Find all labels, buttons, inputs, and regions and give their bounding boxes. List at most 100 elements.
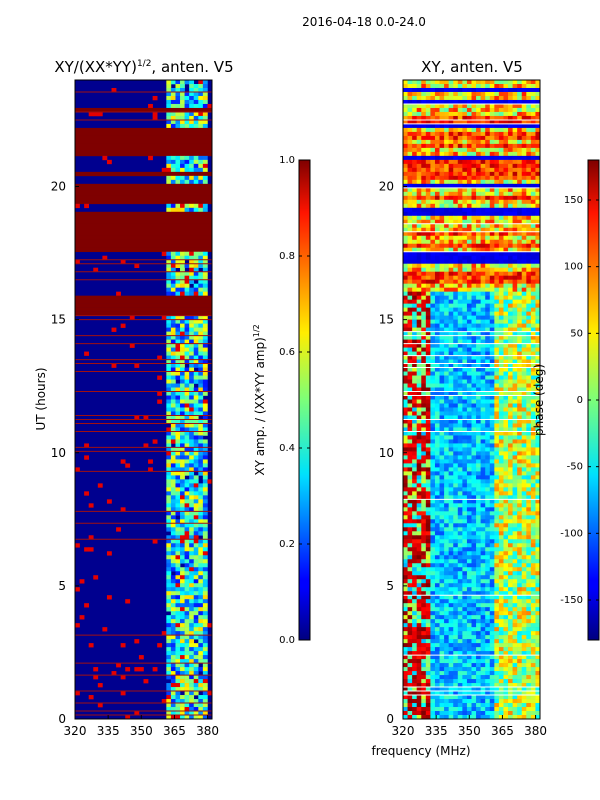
- right-heatmap-cell: [498, 399, 504, 404]
- right-heatmap-cell: [480, 343, 486, 348]
- right-heatmap-cell: [462, 303, 468, 308]
- right-heatmap-cell: [439, 499, 445, 504]
- right-heatmap-cell: [403, 419, 408, 424]
- right-heatmap-cell: [494, 291, 500, 296]
- right-heatmap-cell: [494, 447, 500, 452]
- right-heatmap-cell: [517, 187, 523, 193]
- left-heatmap-cell: [202, 531, 208, 536]
- left-heatmap-cell: [198, 423, 204, 428]
- right-heatmap-cell: [530, 519, 536, 524]
- left-heatmap-cell: [184, 403, 190, 408]
- right-heatmap-cell: [489, 419, 495, 424]
- left-heatmap-cell: [166, 535, 172, 540]
- right-heatmap-cell: [453, 199, 459, 205]
- right-heatmap-cell: [498, 107, 504, 113]
- right-heatmap-cell: [462, 475, 468, 480]
- right-heatmap-cell: [466, 123, 472, 129]
- right-heatmap-cell: [421, 295, 427, 300]
- right-heatmap-cell: [476, 111, 481, 117]
- right-heatmap-cell: [453, 507, 459, 512]
- left-heatmap-cell: [193, 635, 199, 640]
- right-heatmap-cell: [480, 91, 486, 97]
- left-heatmap-cell: [184, 659, 190, 664]
- right-heatmap-cell: [425, 239, 431, 245]
- left-heatmap-cell: [170, 403, 176, 408]
- right-heatmap-cell: [453, 559, 459, 564]
- right-heatmap-cell: [521, 239, 527, 245]
- right-heatmap-cell: [476, 287, 481, 292]
- right-heatmap-cell: [416, 223, 422, 229]
- right-heatmap-cell: [430, 467, 436, 472]
- left-heatmap-cell: [189, 603, 195, 608]
- right-heatmap-cell: [512, 479, 518, 484]
- right-heatmap-cell: [448, 263, 454, 269]
- right-heatmap-cell: [521, 159, 527, 165]
- left-heatmap-cell: [180, 631, 185, 636]
- right-heatmap-cell: [457, 555, 463, 560]
- right-heatmap-cell: [407, 175, 413, 181]
- right-heatmap-cell: [498, 383, 504, 388]
- right-heatmap-cell: [403, 207, 408, 213]
- right-heatmap-cell: [508, 115, 513, 121]
- right-heatmap-cell: [403, 139, 408, 145]
- right-heatmap-cell: [466, 231, 472, 237]
- right-heatmap-cell: [416, 80, 422, 85]
- right-heatmap-cell: [412, 487, 417, 492]
- right-heatmap-cell: [466, 539, 472, 544]
- right-heatmap-cell: [444, 511, 449, 516]
- right-heatmap-cell: [444, 127, 449, 133]
- right-heatmap-cell: [494, 547, 500, 552]
- left-heatmap-cell: [202, 367, 208, 372]
- right-heatmap-cell: [485, 215, 491, 221]
- right-heatmap-cell: [498, 391, 504, 396]
- left-heatmap-cell: [175, 531, 181, 536]
- right-heatmap-cell: [535, 115, 541, 121]
- right-heatmap-cell: [471, 451, 477, 456]
- left-heatmap-cell: [189, 619, 195, 624]
- right-heatmap-cell: [403, 351, 408, 356]
- right-heatmap-cell: [453, 171, 459, 177]
- right-heatmap-cell: [403, 503, 408, 508]
- right-heatmap-cell: [430, 295, 436, 300]
- right-heatmap-cell: [453, 119, 459, 125]
- right-heatmap-cell: [448, 359, 454, 364]
- left-heatmap-cell: [202, 271, 208, 276]
- right-heatmap-cell: [462, 443, 468, 448]
- right-heatmap-cell: [448, 543, 454, 548]
- right-heatmap-cell: [466, 107, 472, 113]
- right-heatmap-cell: [480, 103, 486, 109]
- right-heatmap-cell: [480, 191, 486, 197]
- right-heatmap-cell: [457, 423, 463, 428]
- right-heatmap-cell: [526, 331, 532, 336]
- right-heatmap-cell: [535, 223, 541, 229]
- right-heatmap-cell: [430, 139, 436, 145]
- right-heatmap-cell: [512, 163, 518, 169]
- right-heatmap-cell: [485, 459, 491, 464]
- right-heatmap-cell: [407, 543, 413, 548]
- right-heatmap-cell: [494, 287, 500, 292]
- right-heatmap-cell: [412, 479, 417, 484]
- right-heatmap-cell: [434, 499, 440, 504]
- right-heatmap-cell: [503, 471, 509, 476]
- right-heatmap-cell: [425, 167, 431, 173]
- right-heatmap-cell: [535, 319, 541, 324]
- left-heatmap-cell: [166, 711, 172, 716]
- right-heatmap-cell: [457, 87, 463, 93]
- right-heatmap-cell: [434, 107, 440, 113]
- left-heatmap-cell: [175, 283, 181, 288]
- left-heatmap-cell: [166, 659, 172, 664]
- right-heatmap-cell: [421, 547, 427, 552]
- right-heatmap-cell: [476, 483, 481, 488]
- right-heatmap-cell: [471, 151, 477, 157]
- right-heatmap-cell: [425, 439, 431, 444]
- right-heatmap-cell: [471, 203, 477, 209]
- right-heatmap-cell: [412, 175, 417, 181]
- right-heatmap-cell: [517, 111, 523, 117]
- right-heatmap-cell: [457, 519, 463, 524]
- left-heatmap-cell: [184, 375, 190, 380]
- right-heatmap-cell: [498, 87, 504, 93]
- left-heatmap-cell: [184, 91, 190, 97]
- right-heatmap-cell: [407, 323, 413, 328]
- right-heatmap-cell: [489, 327, 495, 332]
- right-heatmap-cell: [416, 267, 422, 272]
